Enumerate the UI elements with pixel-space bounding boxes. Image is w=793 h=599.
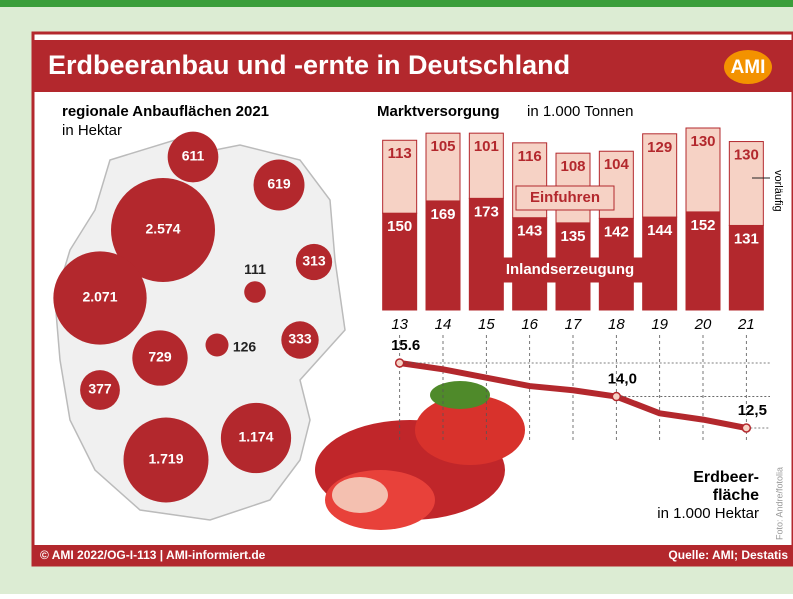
bar-subtitle: in 1.000 Tonnen — [527, 103, 634, 120]
x-tick-label: 18 — [608, 316, 625, 333]
bubble-label: 729 — [148, 349, 172, 365]
legend-label: Inlandserzeugung — [506, 261, 634, 278]
line-value-label: 12,5 — [738, 402, 767, 419]
bar-value-label: 105 — [430, 138, 455, 155]
x-tick-label: 14 — [435, 316, 452, 333]
bar-value-label: 143 — [517, 223, 542, 240]
x-tick-label: 13 — [391, 316, 408, 333]
bar-value-label: 101 — [474, 138, 499, 155]
footer-right: Quelle: AMI; Destatis — [668, 548, 788, 562]
bar-value-label: 108 — [560, 158, 585, 175]
x-tick-label: 17 — [565, 316, 582, 333]
bar-value-label: 169 — [430, 206, 455, 223]
x-tick-label: 16 — [521, 316, 538, 333]
line-title: fläche — [713, 487, 759, 504]
bar-value-label: 152 — [690, 217, 715, 234]
top-stripe — [0, 0, 793, 7]
bubble-label: 619 — [267, 176, 291, 192]
bar-value-label: 150 — [387, 218, 412, 235]
bubble-label: 111 — [244, 261, 266, 277]
bar-title: Marktversorgung — [377, 103, 500, 120]
bubble-label: 611 — [182, 148, 205, 164]
bubble-label: 1.174 — [238, 429, 273, 445]
point — [612, 393, 620, 401]
bubble — [205, 333, 228, 356]
point — [396, 359, 404, 367]
x-tick-label: 15 — [478, 316, 495, 333]
bar-value-label: 104 — [604, 156, 630, 173]
x-tick-label: 21 — [737, 316, 755, 333]
footer-left: © AMI 2022/OG-I-113 | AMI-informiert.de — [40, 548, 266, 562]
bar-value-label: 131 — [734, 230, 759, 247]
x-tick-label: 20 — [694, 316, 712, 333]
infographic: Erdbeeranbau und -ernte in Deutschland A… — [0, 0, 793, 594]
line-value-label: 15.6 — [391, 337, 420, 354]
line-subtitle: in 1.000 Hektar — [657, 505, 759, 522]
bar-value-label: 173 — [474, 203, 499, 220]
logo: AMI — [731, 57, 766, 78]
bubble — [244, 281, 266, 303]
bar-value-label: 144 — [647, 222, 673, 239]
map-subtitle: in Hektar — [62, 122, 122, 139]
bar-value-label: 116 — [518, 148, 542, 165]
legend-label: Einfuhren — [530, 189, 600, 206]
bar-value-label: 142 — [604, 223, 629, 240]
bubble-label: 126 — [233, 339, 257, 355]
line-value-label: 14,0 — [608, 371, 637, 388]
bar-value-label: 129 — [647, 139, 672, 156]
annotation: vorläufig — [772, 170, 784, 212]
bubble-label: 377 — [88, 381, 112, 397]
bubble-label: 333 — [288, 331, 312, 347]
bubble-label: 313 — [302, 253, 326, 269]
bar-value-label: 130 — [734, 147, 759, 164]
photo-credit: Foto: Andre/fotolia — [774, 467, 784, 540]
bubble-label: 2.071 — [82, 289, 117, 305]
bar-value-label: 113 — [388, 145, 412, 162]
bubble-label: 2.574 — [145, 221, 180, 237]
title: Erdbeeranbau und -ernte in Deutschland — [48, 50, 570, 80]
x-tick-label: 19 — [651, 316, 668, 333]
line-title: Erdbeer- — [693, 469, 759, 486]
map-title: regionale Anbauflächen 2021 — [62, 103, 269, 120]
bubble-label: 1.719 — [148, 451, 183, 467]
bar-value-label: 130 — [690, 133, 715, 150]
point — [742, 424, 750, 432]
bar-value-label: 135 — [560, 228, 585, 245]
